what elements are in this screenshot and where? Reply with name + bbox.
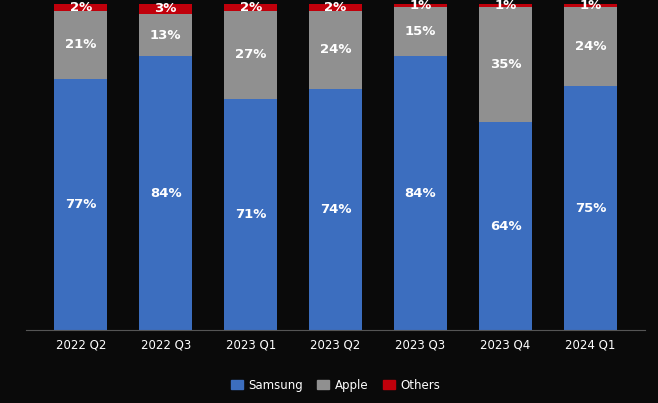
Bar — [139, 14, 192, 56]
Text: 71%: 71% — [235, 208, 266, 221]
Text: 84%: 84% — [150, 187, 182, 200]
Bar — [564, 4, 617, 7]
Text: 74%: 74% — [320, 203, 351, 216]
Bar — [309, 89, 362, 330]
Text: 75%: 75% — [574, 202, 606, 214]
Bar — [55, 4, 107, 10]
Text: 1%: 1% — [409, 0, 432, 12]
Bar — [479, 122, 532, 330]
Text: 13%: 13% — [150, 29, 182, 42]
Bar — [309, 4, 362, 10]
Bar — [224, 99, 277, 330]
Bar — [394, 7, 447, 56]
Text: 3%: 3% — [155, 2, 177, 15]
Bar — [139, 56, 192, 330]
Text: 64%: 64% — [490, 220, 521, 233]
Bar — [394, 4, 447, 7]
Bar — [55, 10, 107, 79]
Text: 2%: 2% — [324, 1, 347, 14]
Text: 24%: 24% — [320, 43, 351, 56]
Text: 35%: 35% — [490, 58, 521, 71]
Text: 2%: 2% — [240, 1, 262, 14]
Text: 84%: 84% — [405, 187, 436, 200]
Bar — [309, 10, 362, 89]
Bar — [394, 56, 447, 330]
Bar — [564, 86, 617, 330]
Bar — [479, 4, 532, 7]
Text: 24%: 24% — [574, 40, 606, 53]
Bar — [139, 4, 192, 14]
Bar — [55, 79, 107, 330]
Bar — [224, 10, 277, 99]
Text: 15%: 15% — [405, 25, 436, 38]
Text: 1%: 1% — [494, 0, 517, 12]
Bar — [564, 7, 617, 86]
Legend: Samsung, Apple, Others: Samsung, Apple, Others — [226, 374, 445, 397]
Text: 2%: 2% — [70, 1, 92, 14]
Text: 1%: 1% — [579, 0, 601, 12]
Bar — [479, 7, 532, 122]
Bar — [224, 4, 277, 10]
Text: 77%: 77% — [65, 198, 97, 211]
Text: 21%: 21% — [65, 38, 97, 51]
Text: 27%: 27% — [235, 48, 266, 61]
